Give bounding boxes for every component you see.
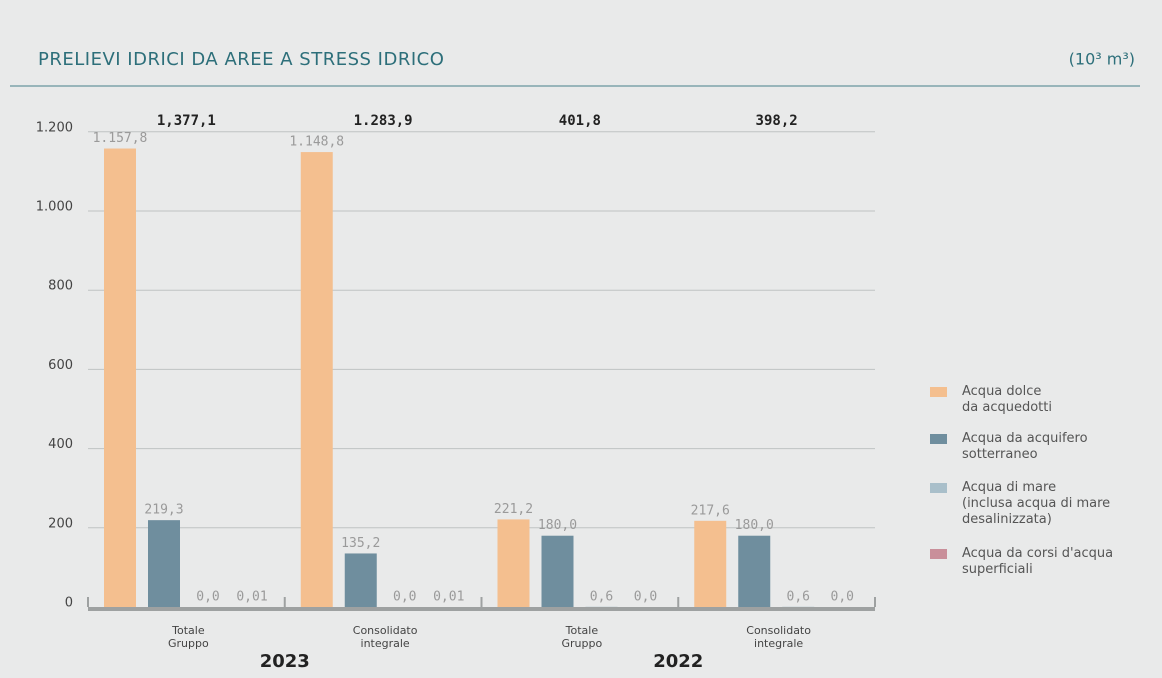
value-label: 0,01 [236,589,267,604]
value-label: 0,0 [393,590,416,605]
x-tick-label: Totale Gruppo [561,624,603,650]
legend-swatch [930,549,947,559]
y-tick-label: 600 [48,358,73,373]
total-label: 398,2 [756,113,798,129]
year-label: 2023 [260,651,310,672]
bar [344,553,377,607]
legend-swatch [930,434,947,444]
value-label: 135,2 [341,536,380,551]
value-label: 180,0 [538,518,577,533]
y-tick-label: 400 [48,437,73,452]
value-label: 0,0 [634,590,657,605]
unit-label: (10³ m³) [1069,50,1135,69]
bar [497,519,530,607]
chart-title: PRELIEVI IDRICI DA AREE A STRESS IDRICO [38,49,444,70]
x-tick-label: Totale Gruppo [168,624,209,650]
value-label: 0,01 [433,589,464,604]
legend-swatch [930,483,947,493]
legend-swatch [930,387,947,397]
legend-label: Acqua di mare (inclusa acqua di mare des… [962,480,1111,527]
x-tick-label: Consolidato integrale [746,624,811,650]
bar [541,535,574,607]
value-label: 1.148,8 [289,135,344,150]
legend-label: Acqua dolce da acquedotti [962,384,1052,415]
value-label: 1.157,8 [93,131,148,146]
legend-label: Acqua da acquifero sotterraneo [962,431,1088,462]
y-tick-label: 1.000 [36,200,73,215]
y-tick-label: 800 [48,279,73,294]
y-tick-label: 0 [65,596,73,611]
bar [694,520,727,607]
value-label: 221,2 [494,502,533,517]
bar [148,520,180,607]
y-tick-label: 200 [48,516,73,531]
legend-label: Acqua da corsi d'acqua superficiali [962,546,1114,577]
x-tick-label: Consolidato integrale [352,624,418,650]
y-tick-label: 1.200 [36,120,73,135]
value-label: 217,6 [691,503,730,518]
bar [300,152,333,607]
value-label: 0,0 [196,590,219,605]
value-label: 0,6 [590,589,613,604]
year-label: 2022 [653,651,703,672]
value-label: 219,3 [144,503,183,518]
total-label: 1.283,9 [354,113,413,129]
total-label: 401,8 [559,113,601,129]
value-label: 180,0 [735,518,774,533]
value-label: 0,6 [787,589,810,604]
bar [738,535,771,607]
value-label: 0,0 [831,590,854,605]
bar [104,148,136,607]
total-label: 1,377,1 [157,113,216,129]
